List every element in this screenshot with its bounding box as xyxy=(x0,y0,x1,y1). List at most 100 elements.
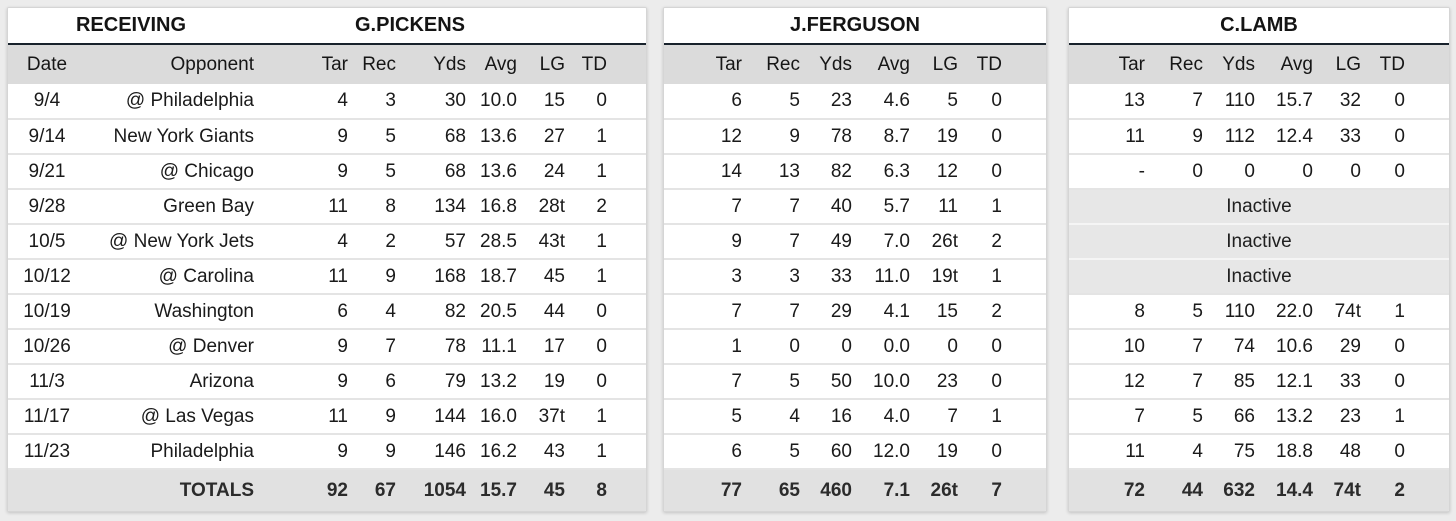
stat-cell: 23 xyxy=(830,90,852,111)
stat-cell: 0 xyxy=(1361,433,1405,469)
game-row: 13 7 110 15.7 32 0 xyxy=(1069,84,1449,119)
stat-cell: 29 xyxy=(1313,328,1361,364)
stat-cell: 48 xyxy=(1313,433,1361,469)
game-row: 14 13 82 6.3 12 0 xyxy=(664,153,1046,189)
stat-cell: 3 xyxy=(385,90,396,111)
totals-empty-cell xyxy=(8,468,86,511)
col-header-spacer xyxy=(1002,45,1046,84)
spacer-cell xyxy=(607,468,646,511)
stat-cell: 0 xyxy=(1361,118,1405,154)
player-panel-ferguson: J.FERGUSON Tar Rec Yds Avg LG TD 6 5 23 4.6… xyxy=(663,7,1047,512)
spacer-cell xyxy=(1405,433,1449,469)
stat-cell: 13 xyxy=(1123,90,1145,111)
stat-cell: 12 xyxy=(1069,363,1145,399)
stat-cell: 11 xyxy=(1069,118,1145,154)
stat-cell: 1 xyxy=(565,118,607,154)
spacer-cell xyxy=(607,363,646,399)
col-header-date: Date xyxy=(8,45,86,84)
stat-cell: 4.6 xyxy=(883,90,910,111)
stat-cell: 5.7 xyxy=(852,188,910,224)
stat-cell: 19 xyxy=(910,433,958,469)
game-row: 10/5 @ New York Jets 4 2 57 28.5 43t 1 xyxy=(8,223,646,259)
stat-cell: 13 xyxy=(742,153,800,189)
stat-cell: 5 xyxy=(1145,398,1203,434)
stat-cell: 0 xyxy=(1394,90,1405,111)
col-header-yds: Yds xyxy=(396,45,466,84)
panel-title-row: RECEIVING G.PICKENS xyxy=(8,8,646,45)
game-row: 1 0 0 0.0 0 0 xyxy=(664,328,1046,364)
stat-cell: 6 xyxy=(254,293,348,329)
spacer-cell xyxy=(1405,363,1449,399)
player-name-pickens: G.PICKENS xyxy=(354,14,466,36)
stat-cell: 168 xyxy=(396,258,466,294)
stat-cell: 5 xyxy=(1145,293,1203,329)
stat-cell: 74 xyxy=(1203,328,1255,364)
stat-cell: 5 xyxy=(348,118,396,154)
stat-cell: 12.1 xyxy=(1255,363,1313,399)
stat-cell: 7 xyxy=(348,328,396,364)
game-row: 10/19 Washington 6 4 82 20.5 44 0 xyxy=(8,293,646,329)
stat-cell: 1 xyxy=(958,258,1002,294)
stat-cell: 8.7 xyxy=(852,118,910,154)
player-panel-pickens: RECEIVING G.PICKENS Date Opponent Tar Re… xyxy=(7,7,647,512)
total-stat-cell: 7 xyxy=(958,468,1002,511)
stat-cell: 13.6 xyxy=(466,118,517,154)
stat-cell: 7 xyxy=(1145,328,1203,364)
spacer-cell xyxy=(1405,84,1449,119)
stat-cell: 3 xyxy=(742,258,800,294)
stat-cell: 4.1 xyxy=(852,293,910,329)
total-stat-cell: 2 xyxy=(1361,468,1405,511)
col-header-rec: Rec xyxy=(742,45,800,84)
date-cell: 9/21 xyxy=(8,153,86,189)
stat-cell: 11 xyxy=(254,188,348,224)
stat-cell: 4 xyxy=(254,223,348,259)
date-cell: 9/14 xyxy=(8,118,86,154)
stat-cell: 7 xyxy=(742,293,800,329)
stat-cell: 75 xyxy=(1203,433,1255,469)
stat-cell: 24 xyxy=(517,153,565,189)
stat-cell: 2 xyxy=(958,223,1002,259)
stat-cell: 33 xyxy=(1313,118,1361,154)
stat-cell: 10 xyxy=(1069,328,1145,364)
date-cell: 11/23 xyxy=(8,433,86,469)
stat-cell: 68 xyxy=(396,118,466,154)
stat-cell: 79 xyxy=(396,363,466,399)
stat-cell: 27 xyxy=(517,118,565,154)
col-header-spacer xyxy=(1405,45,1449,84)
player-name-ferguson: J.FERGUSON xyxy=(789,14,921,36)
col-header-rec: Rec xyxy=(348,45,396,84)
opponent-cell: Arizona xyxy=(86,363,254,399)
stat-cell: 19 xyxy=(910,118,958,154)
player-panel-lamb: C.LAMB Tar Rec Yds Avg LG TD 13 7 110 15.7 3… xyxy=(1068,7,1450,512)
stat-cell: 26t xyxy=(910,223,958,259)
spacer-cell xyxy=(1405,398,1449,434)
col-header-lg: LG xyxy=(517,45,565,84)
col-header-lg: LG xyxy=(910,45,958,84)
stat-cell: 144 xyxy=(396,398,466,434)
total-stat-cell: 65 xyxy=(742,468,800,511)
stat-cell: 10.6 xyxy=(1255,328,1313,364)
stat-cell: 7 xyxy=(910,398,958,434)
section-title: RECEIVING xyxy=(75,14,187,36)
col-header-td: TD xyxy=(958,45,1002,84)
opponent-cell: @ Carolina xyxy=(86,258,254,294)
col-header-td: TD xyxy=(565,45,607,84)
stat-cell: 9 xyxy=(348,258,396,294)
stat-cell: 14 xyxy=(664,153,742,189)
stat-cell: 1 xyxy=(958,188,1002,224)
game-row: 6 5 23 4.6 5 0 xyxy=(664,84,1046,119)
stat-cell: 0 xyxy=(958,363,1002,399)
total-stat-cell: 72 xyxy=(1069,468,1145,511)
stat-cell: 8 xyxy=(348,188,396,224)
stat-cell: 0 xyxy=(565,328,607,364)
stat-cell: 68 xyxy=(396,153,466,189)
stat-cell: 10.0 xyxy=(852,363,910,399)
stat-cell: 9 xyxy=(348,398,396,434)
stat-cell: 17 xyxy=(517,328,565,364)
total-stat-cell: 45 xyxy=(517,468,565,511)
game-row: 9/4 @ Philadelphia 4 3 30 10.0 15 0 xyxy=(8,84,646,119)
spacer-cell xyxy=(1405,328,1449,364)
stat-cell: 13.2 xyxy=(1255,398,1313,434)
stat-cell: 12.0 xyxy=(852,433,910,469)
